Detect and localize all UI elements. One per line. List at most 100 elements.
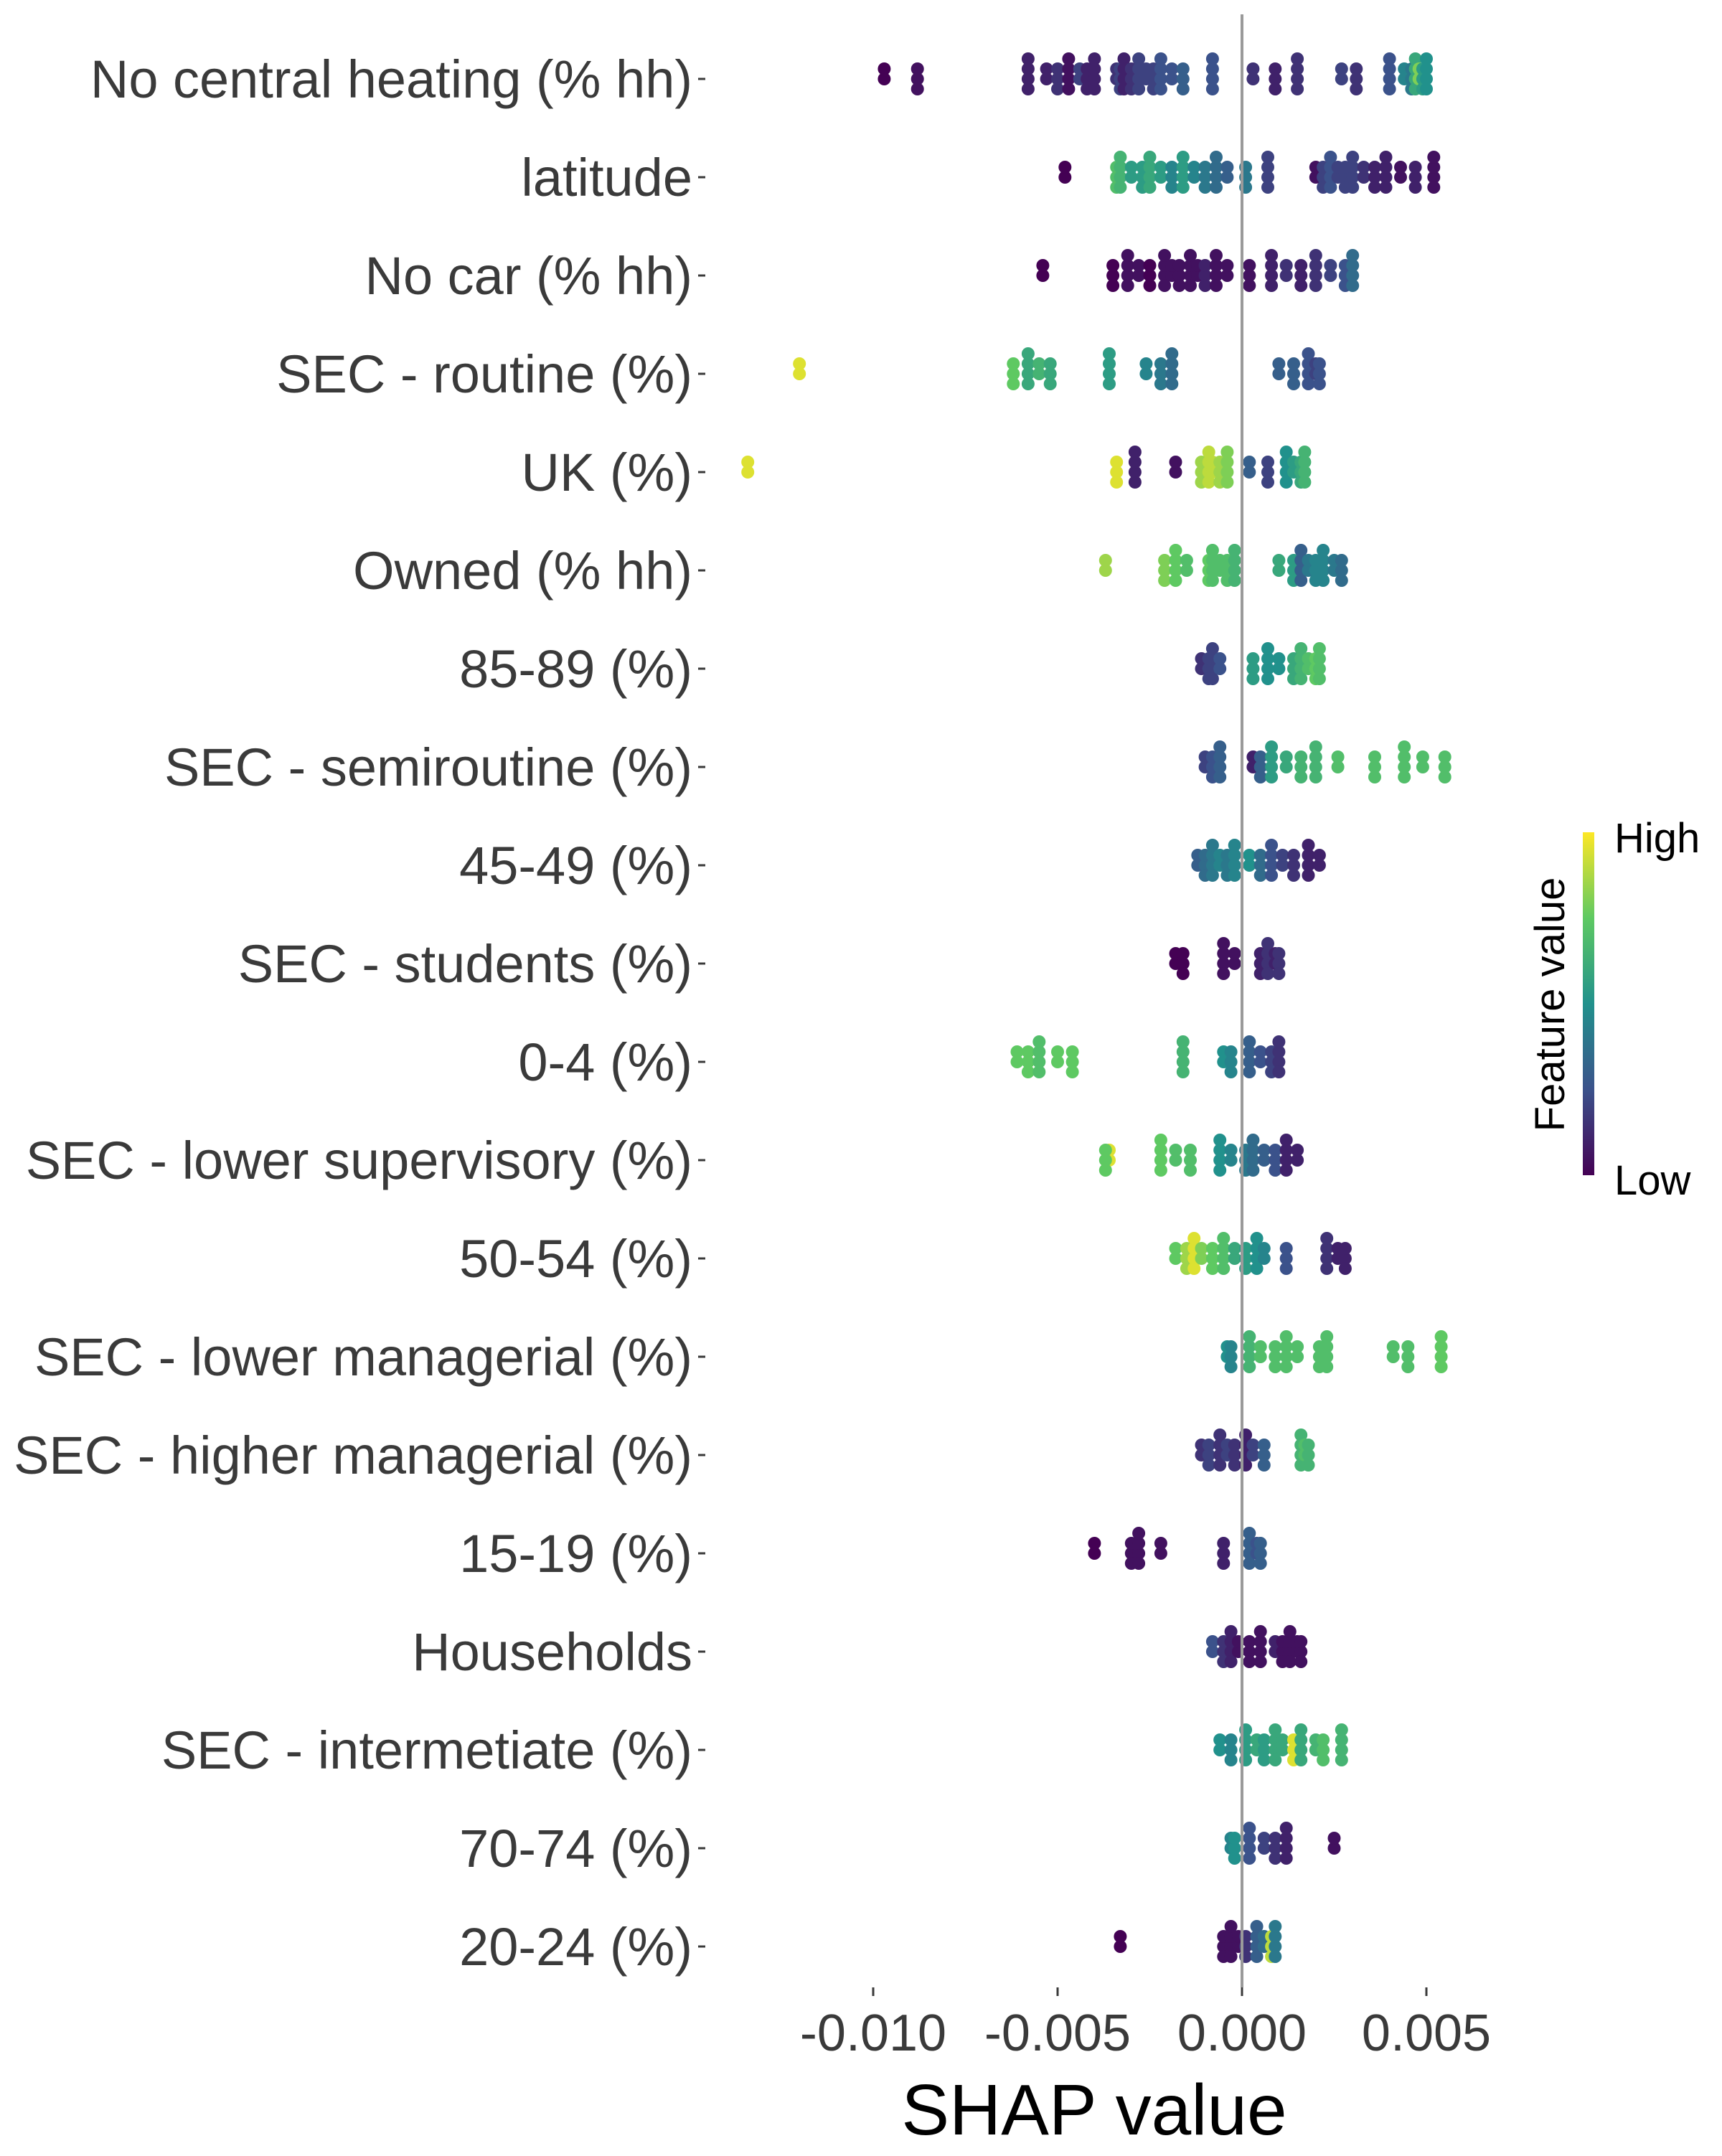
shap-point [1169,554,1182,567]
shap-point [1261,642,1274,655]
colorbar-legend: High Low Feature value [1527,815,1700,1204]
shap-point [1269,1930,1282,1943]
shap-point [1320,1330,1334,1343]
shap-point [1051,83,1064,95]
shap-point [1228,574,1241,587]
shap-point [1257,1144,1271,1157]
shap-point [1368,771,1381,783]
shap-point [1272,564,1286,577]
shap-point [1312,377,1326,390]
shap-point [1294,761,1308,773]
shap-point [1220,466,1234,479]
shap-point [1098,564,1112,577]
shap-point [1228,839,1241,852]
shap-point [1261,652,1274,665]
feature-label: 50-54 (%) [459,1229,692,1289]
shap-point [1220,161,1234,174]
shap-point [1246,1154,1260,1167]
shap-point [1117,52,1131,65]
shap-point [1294,1753,1308,1766]
shap-point [1257,1154,1271,1167]
shap-point [1210,161,1223,174]
shap-point [1220,456,1234,469]
shap-point [1213,1459,1227,1472]
shap-point [1298,466,1312,479]
shap-point [1032,367,1046,380]
shap-point [1309,761,1322,773]
shap-point [1261,466,1274,479]
shap-point [1427,171,1441,184]
shap-point [1051,1055,1064,1068]
shap-point [1243,456,1256,469]
feature-label: 45-49 (%) [459,836,692,895]
shap-point [1283,1625,1297,1638]
shap-point [1210,259,1223,272]
shap-point [1383,62,1396,75]
shap-point [1272,662,1286,675]
shap-point [1007,357,1020,370]
shap-point [1312,367,1326,380]
feature-label: SEC - lower managerial (%) [34,1327,692,1387]
shap-point [1114,181,1127,194]
shap-point [1169,1154,1182,1167]
shap-point [1205,574,1219,587]
shap-point [1335,72,1348,85]
shap-point [1184,249,1197,262]
shap-point [1172,259,1186,272]
shap-point [1154,62,1167,75]
shap-point [1228,1242,1241,1255]
shap-point [1176,151,1190,164]
shap-point [1154,1537,1167,1550]
shap-point [1228,544,1241,557]
shap-point [1394,161,1407,174]
shap-point [1346,181,1360,194]
shap-point [1058,171,1072,184]
shap-point [1021,347,1035,360]
shap-point [1205,1635,1219,1648]
shap-point [1187,161,1201,174]
shap-point [1383,52,1396,65]
shap-point [1114,161,1127,174]
shap-point [1036,259,1050,272]
shap-point [1408,52,1422,65]
shap-point [1114,171,1127,184]
feature-label: SEC - higher managerial (%) [14,1426,692,1485]
shap-point [1291,1350,1304,1363]
shap-point [1158,249,1172,262]
shap-point [1210,171,1223,184]
shap-point [1043,377,1057,390]
shap-point [1210,249,1223,262]
legend-low-label: Low [1614,1157,1692,1204]
shap-point [1243,269,1256,282]
shap-point [1272,1055,1286,1068]
shap-point [1121,269,1134,282]
shap-point [1043,367,1057,380]
shap-point [1269,1842,1282,1855]
shap-point [1261,161,1274,174]
feature-label: SEC - routine (%) [276,344,692,404]
shap-point [1098,1154,1112,1167]
shap-point [878,62,891,75]
feature-label: 20-24 (%) [459,1917,692,1977]
shap-point [1224,1655,1238,1668]
shap-point [1198,279,1212,292]
shap-point [1065,1045,1079,1058]
shap-point [1210,269,1223,282]
shap-point [1291,83,1304,95]
shap-point [1291,1154,1304,1167]
shap-point [1368,181,1381,194]
shap-point [1434,1340,1448,1353]
shap-point [1309,750,1322,763]
shap-point [1261,456,1274,469]
shap-point [1265,761,1279,773]
shap-point [1132,259,1146,272]
shap-point [1205,83,1219,95]
shap-point [1294,1645,1308,1658]
shap-point [1408,181,1422,194]
shap-point [1205,839,1219,852]
shap-point [793,367,806,380]
shap-point [1253,1645,1267,1658]
shap-point [1243,1852,1256,1865]
shap-point [1261,662,1274,675]
shap-point [1287,377,1300,390]
